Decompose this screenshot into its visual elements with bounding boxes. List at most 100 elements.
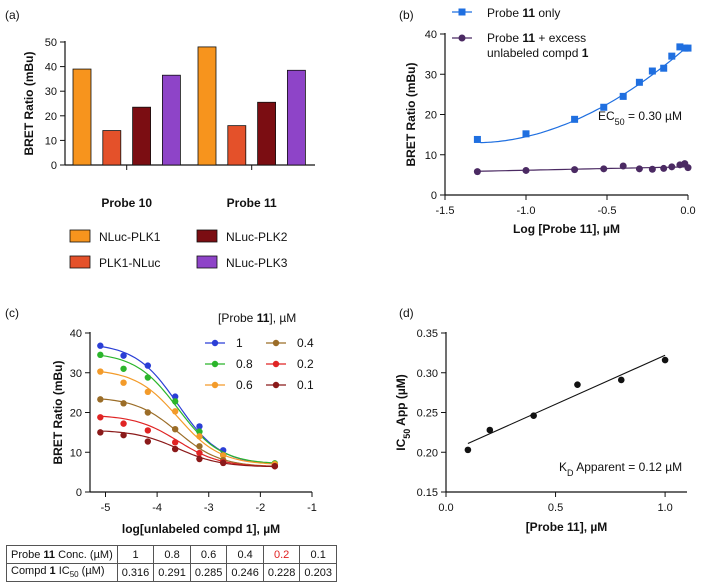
a-bar <box>132 106 152 166</box>
d-data-point <box>574 381 581 388</box>
b-point-competition <box>571 166 579 174</box>
a-legend-label: NLuc-PLK1 <box>99 230 161 244</box>
table-cell: 1 <box>116 545 155 564</box>
c-x-tick-label: -3 <box>204 502 214 514</box>
b-legend-label: Probe 11 + excess <box>487 31 586 45</box>
d-data-point <box>661 356 669 364</box>
c-fit-curve <box>100 430 275 468</box>
c-data-point <box>171 439 179 446</box>
row-label-probe-conc: Probe 11 Conc. (µM) <box>6 545 118 564</box>
a-bar <box>161 74 181 166</box>
c-data-point <box>120 365 127 372</box>
b-point-competition <box>668 163 676 171</box>
table-cell: 0.291 <box>153 563 191 582</box>
b-point-probe-only <box>619 92 627 100</box>
a-bar <box>197 46 217 166</box>
b-y-tick-label: 10 <box>425 150 437 162</box>
d-x-tick-label: 1.0 <box>657 502 672 514</box>
b-point-competition <box>660 164 668 172</box>
c-x-axis-label: log[unlabeled compd 1], µM <box>122 522 280 536</box>
c-data-point <box>144 388 152 396</box>
row-label-ic50: Compd 1 IC50 (µM) <box>6 563 118 582</box>
c-legend-label: 0.8 <box>236 357 253 371</box>
c-y-tick-label: 0 <box>76 487 82 499</box>
c-fit-curve <box>100 354 275 464</box>
a-legend-swatch <box>69 229 91 243</box>
a-legend-swatch <box>196 255 218 269</box>
table-cell: 0.8 <box>153 545 191 564</box>
table-cell: 0.6 <box>189 545 228 564</box>
d-data-point <box>486 426 494 434</box>
c-data-point <box>271 462 279 470</box>
b-y-axis-label: BRET Ratio (mBu) <box>404 63 418 167</box>
c-data-point <box>171 445 179 453</box>
b-y-tick-label: 30 <box>425 69 437 81</box>
c-data-point <box>120 352 127 359</box>
d-data-point <box>464 446 472 454</box>
table-cell-highlight: 0.2 <box>262 545 301 564</box>
table-cell: 0.1 <box>299 545 337 564</box>
c-legend-label: 0.2 <box>297 357 314 371</box>
c-data-point <box>220 452 227 459</box>
table-row: Probe 11 Conc. (µM) 1 0.8 0.6 0.4 0.2 0.… <box>6 545 337 564</box>
a-legend-label: NLuc-PLK3 <box>226 256 288 270</box>
c-legend-marker <box>211 339 219 347</box>
c-legend-marker <box>272 339 280 347</box>
c-data-point <box>144 374 152 381</box>
b-point-competition <box>648 165 656 173</box>
b-point-competition <box>619 162 627 170</box>
b-point-competition <box>600 165 608 173</box>
table-cell: 0.316 <box>116 563 155 582</box>
d-y-tick-label: 0.15 <box>417 487 438 499</box>
c-y-tick-label: 30 <box>70 368 82 380</box>
c-legend-marker <box>272 381 280 389</box>
c-data-point <box>171 398 179 405</box>
c-x-tick-label: -1 <box>307 502 317 514</box>
c-data-point <box>171 425 179 433</box>
panel-label-d: (d) <box>399 306 414 320</box>
c-legend-label: 0.6 <box>236 378 253 392</box>
c-data-point <box>144 362 152 369</box>
c-data-point <box>196 443 203 450</box>
c-y-tick-label: 10 <box>70 447 82 459</box>
a-legend-swatch <box>196 229 218 243</box>
table-cell: 0.4 <box>226 545 264 564</box>
a-y-tick-label: 10 <box>45 135 57 147</box>
table-row: Compd 1 IC50 (µM) 0.316 0.291 0.285 0.24… <box>6 563 337 582</box>
panel-label-c: (c) <box>5 306 19 320</box>
b-point-probe-only <box>684 44 692 52</box>
c-legend-label: 0.1 <box>297 378 314 392</box>
b-fit-curve-competition <box>477 166 689 172</box>
c-data-point <box>120 431 127 439</box>
b-x-tick-label: -0.5 <box>598 205 617 217</box>
d-x-axis-label: [Probe 11], µM <box>526 520 608 534</box>
b-x-tick-label: -1.0 <box>517 205 536 217</box>
a-y-axis-label: BRET Ratio (mBu) <box>22 52 36 156</box>
panel-label-b: (b) <box>399 8 414 22</box>
b-x-tick-label: 0.0 <box>680 205 695 217</box>
c-legend-label: 0.4 <box>297 336 314 350</box>
c-data-point <box>144 427 152 434</box>
b-point-probe-only <box>676 43 684 51</box>
c-legend-label: 1 <box>236 336 243 350</box>
c-data-point <box>171 393 179 400</box>
table-cell: 0.228 <box>262 563 301 582</box>
b-legend-marker <box>458 8 466 16</box>
ic50-table: Probe 11 Conc. (µM) 1 0.8 0.6 0.4 0.2 0.… <box>6 545 337 582</box>
c-fit-curve <box>100 371 275 465</box>
b-point-probe-only <box>571 115 579 123</box>
a-legend-swatch <box>69 255 91 269</box>
a-legend-label: NLuc-PLK2 <box>226 230 288 244</box>
c-data-point <box>220 459 227 467</box>
b-fit-curve-probe-only <box>477 45 689 144</box>
a-bar <box>286 69 306 166</box>
c-data-point <box>196 428 203 435</box>
b-legend-marker <box>458 34 466 42</box>
d-x-tick-label: 0.5 <box>548 502 563 514</box>
a-y-tick-label: 50 <box>45 37 57 49</box>
d-data-point <box>530 412 537 419</box>
c-data-point <box>97 342 104 349</box>
a-bar <box>102 130 122 166</box>
a-x-tick-label: Probe 10 <box>101 196 152 210</box>
d-y-tick-label: 0.25 <box>417 408 438 420</box>
